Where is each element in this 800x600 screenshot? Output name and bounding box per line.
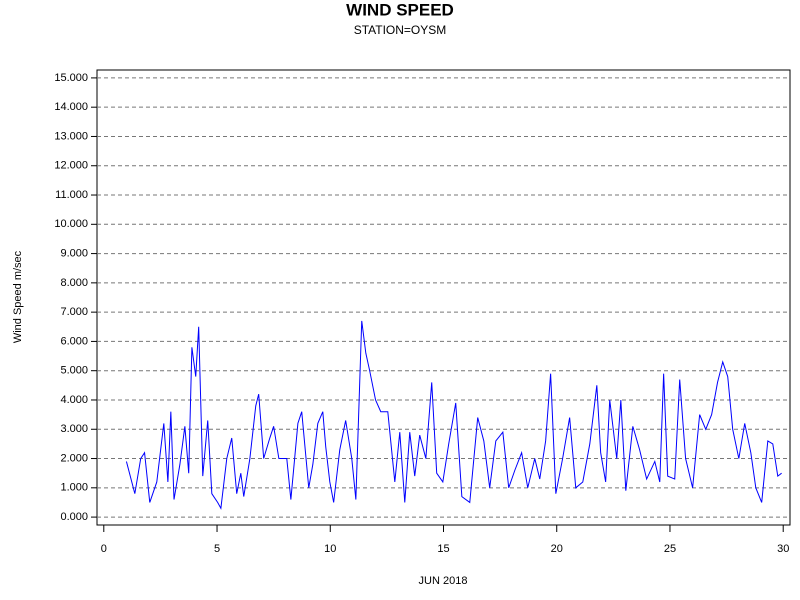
x-tick-label: 20 bbox=[551, 543, 563, 555]
x-tick-label: 5 bbox=[214, 543, 220, 555]
x-axis-label: JUN 2018 bbox=[419, 575, 468, 587]
y-tick-label: 1.000 bbox=[60, 482, 88, 494]
y-tick-label: 14.000 bbox=[54, 101, 88, 113]
y-tick-label: 12.000 bbox=[54, 160, 88, 172]
y-tick-label: 0.000 bbox=[60, 511, 88, 523]
y-tick-label: 5.000 bbox=[60, 365, 88, 377]
y-axis-label: Wind Speed m/sec bbox=[12, 250, 24, 343]
x-tick-label: 15 bbox=[437, 543, 449, 555]
chart-title: WIND SPEED bbox=[346, 0, 454, 19]
x-tick-label: 0 bbox=[101, 543, 107, 555]
y-tick-label: 2.000 bbox=[60, 452, 88, 464]
chart-subtitle: STATION=OYSM bbox=[354, 23, 447, 37]
y-tick-label: 11.000 bbox=[55, 189, 88, 201]
data-line bbox=[125, 320, 782, 510]
y-tick-label: 4.000 bbox=[60, 394, 88, 406]
y-tick-label: 8.000 bbox=[60, 277, 88, 289]
x-tick-label: 10 bbox=[324, 543, 336, 555]
y-tick-label: 10.000 bbox=[54, 218, 88, 230]
y-tick-label: 3.000 bbox=[60, 423, 88, 435]
y-tick-label: 7.000 bbox=[60, 306, 88, 318]
y-tick-label: 9.000 bbox=[60, 247, 88, 259]
y-tick-label: 13.000 bbox=[54, 130, 88, 142]
y-tick-label: 15.000 bbox=[54, 72, 88, 84]
y-tick-label: 6.000 bbox=[60, 335, 88, 347]
x-tick-label: 25 bbox=[664, 543, 676, 555]
x-tick-label: 30 bbox=[777, 543, 789, 555]
